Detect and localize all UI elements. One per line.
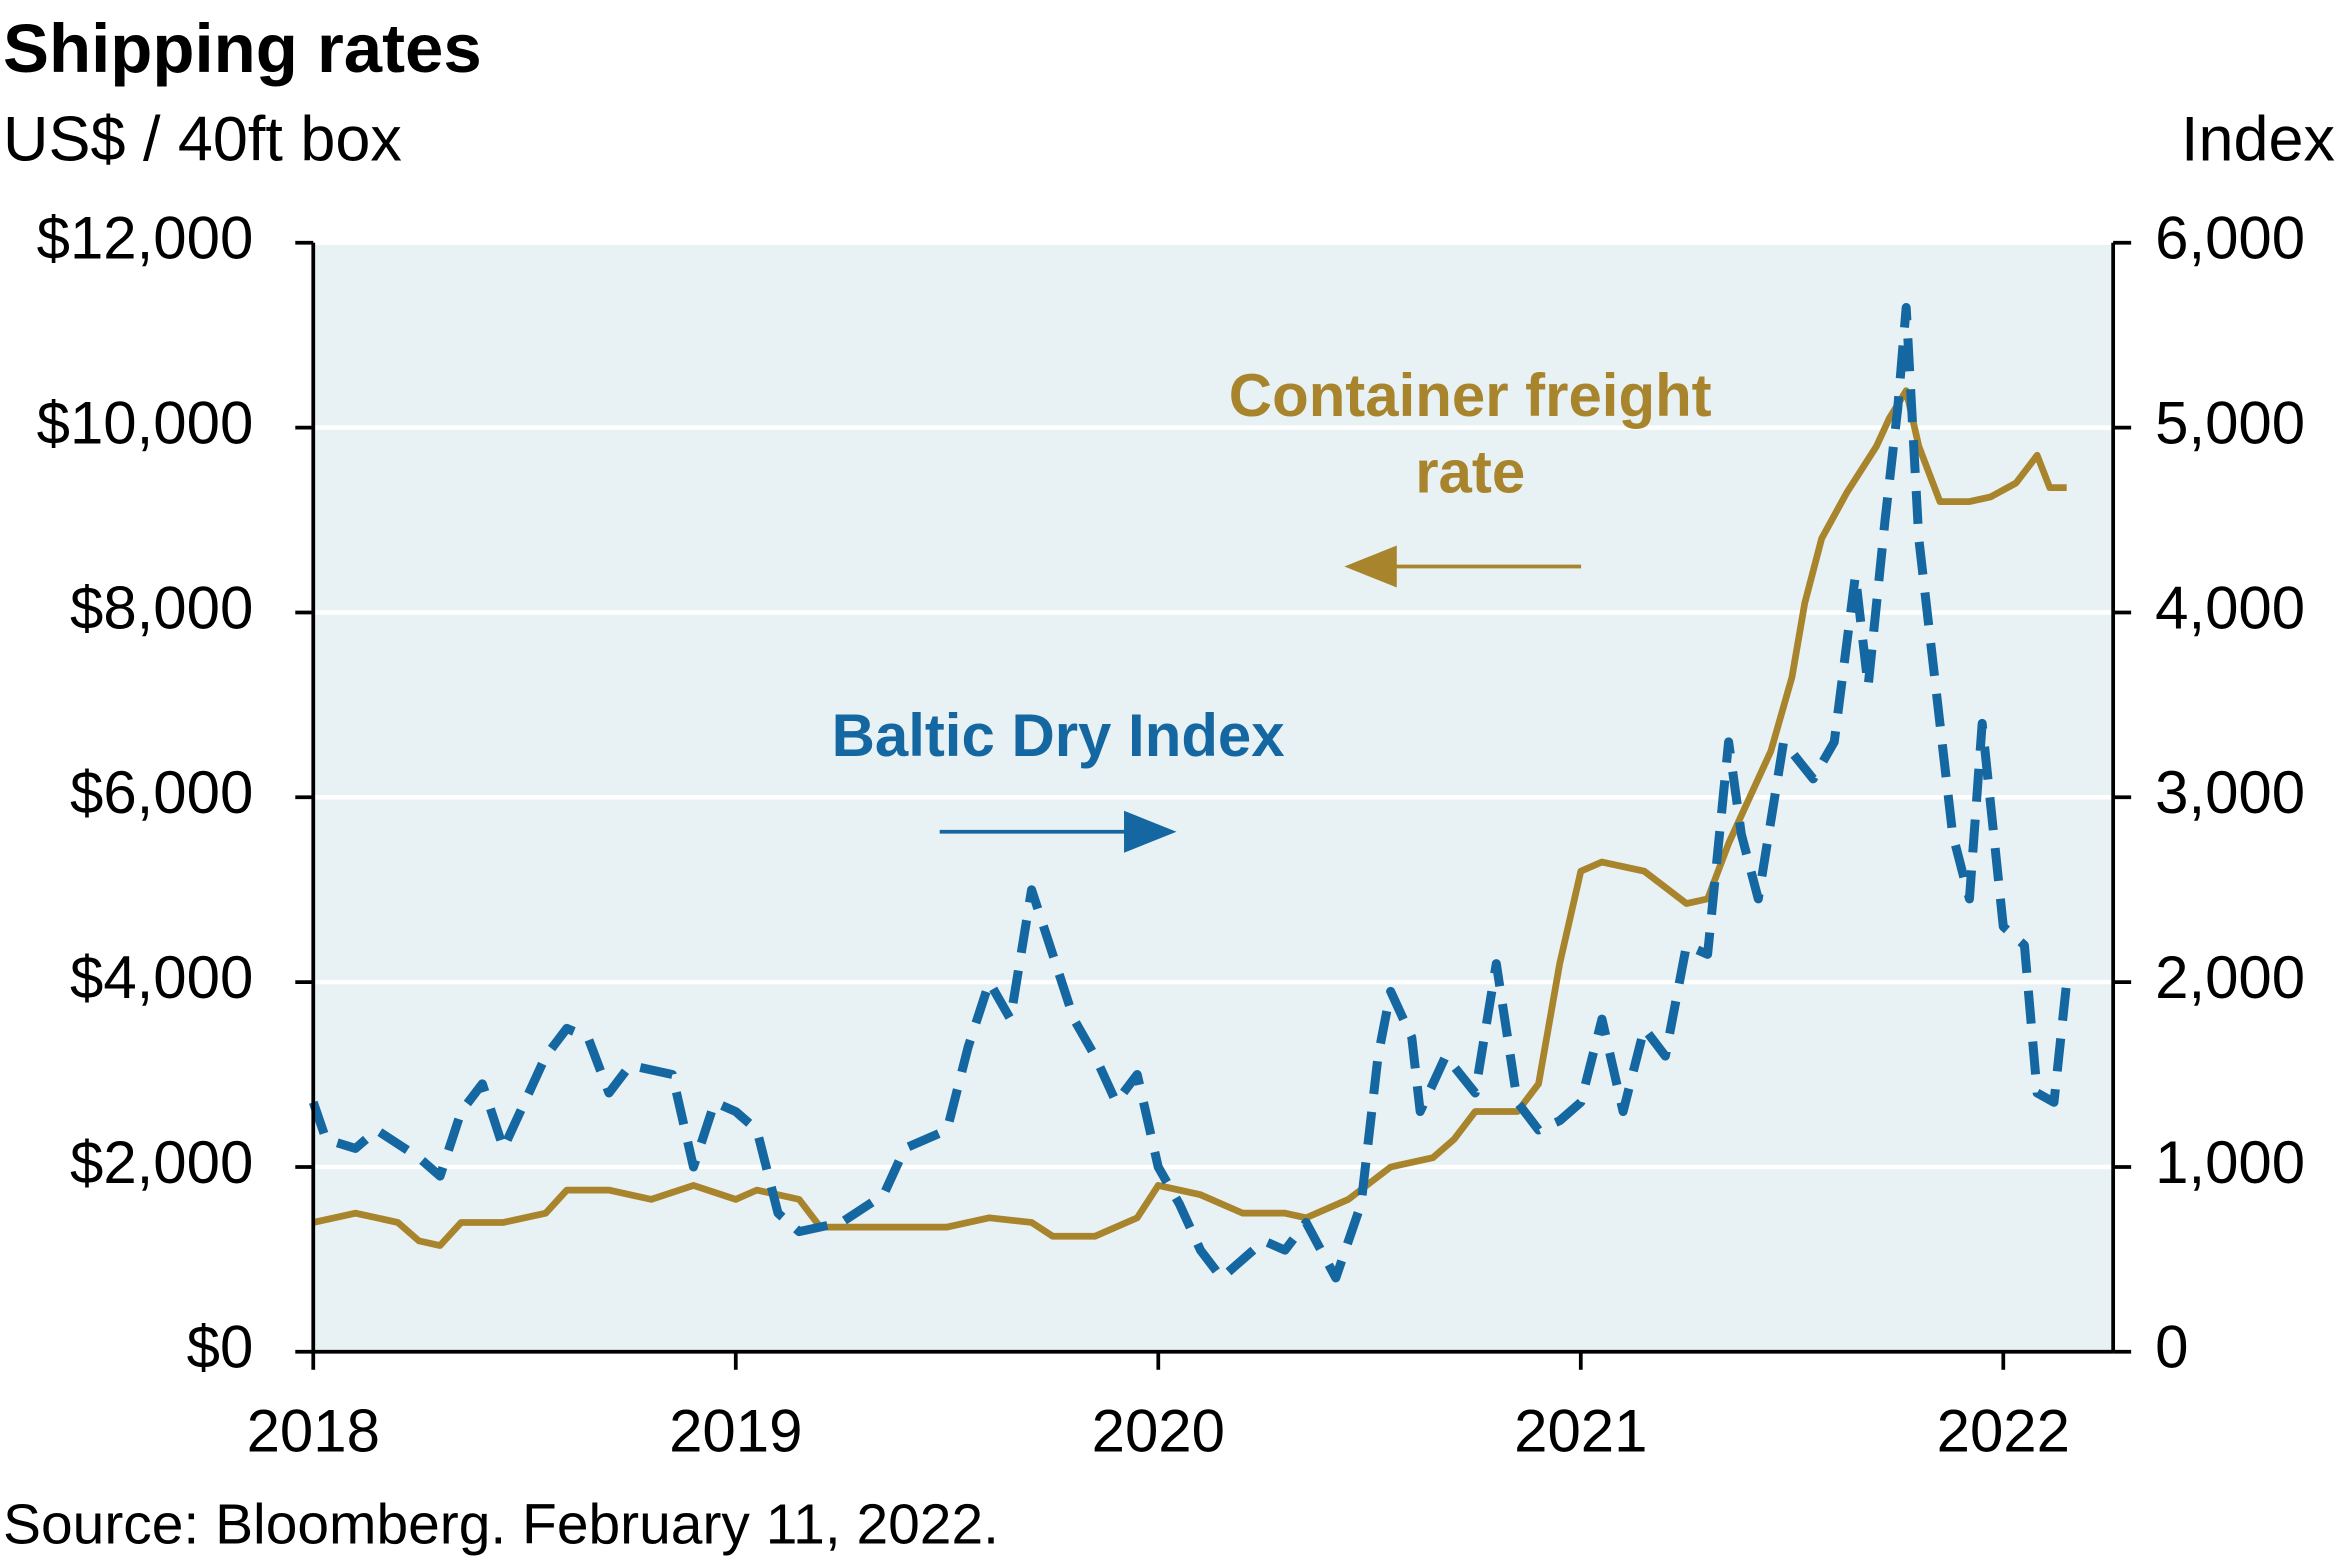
source-note: Source: Bloomberg. February 11, 2022. <box>3 1493 999 1557</box>
y-tick-label: $2,000 <box>70 1129 253 1196</box>
y2-tick-label: 4,000 <box>2155 574 2305 641</box>
y-tick-label: $4,000 <box>70 944 253 1011</box>
y-tick-label: $8,000 <box>70 574 253 641</box>
y2-tick-label: 5,000 <box>2155 389 2305 456</box>
arrow-head <box>1344 545 1397 588</box>
x-tick-label: 2018 <box>247 1398 380 1465</box>
y-tick-label: $6,000 <box>70 759 253 826</box>
y2-tick-label: 6,000 <box>2155 205 2305 272</box>
y2-axis-label: Index <box>2181 104 2335 174</box>
annotation: rate <box>1415 438 1525 505</box>
x-tick-label: 2020 <box>1092 1398 1225 1465</box>
y2-tick-label: 2,000 <box>2155 944 2305 1011</box>
x-tick-label: 2021 <box>1514 1398 1647 1465</box>
x-tick-label: 2022 <box>1937 1398 2070 1465</box>
y2-tick-label: 3,000 <box>2155 759 2305 826</box>
series-line <box>309 303 2072 1283</box>
arrows <box>939 545 1582 853</box>
arrow-head <box>1124 810 1177 853</box>
annotation: Baltic Dry Index <box>832 702 1285 769</box>
plot-area <box>309 240 2114 1352</box>
y-tick-label: $10,000 <box>37 389 254 456</box>
y-axis-label: US$ / 40ft box <box>3 104 402 174</box>
chart-title: Shipping rates <box>3 10 482 87</box>
annotation: Container freight <box>1229 362 1712 429</box>
x-tick-label: 2019 <box>669 1398 802 1465</box>
y2-tick-label: 0 <box>2155 1314 2188 1381</box>
y-tick-label: $0 <box>187 1314 254 1381</box>
y-tick-label: $12,000 <box>37 205 254 272</box>
y2-tick-label: 1,000 <box>2155 1129 2305 1196</box>
series-line <box>312 387 2067 1249</box>
